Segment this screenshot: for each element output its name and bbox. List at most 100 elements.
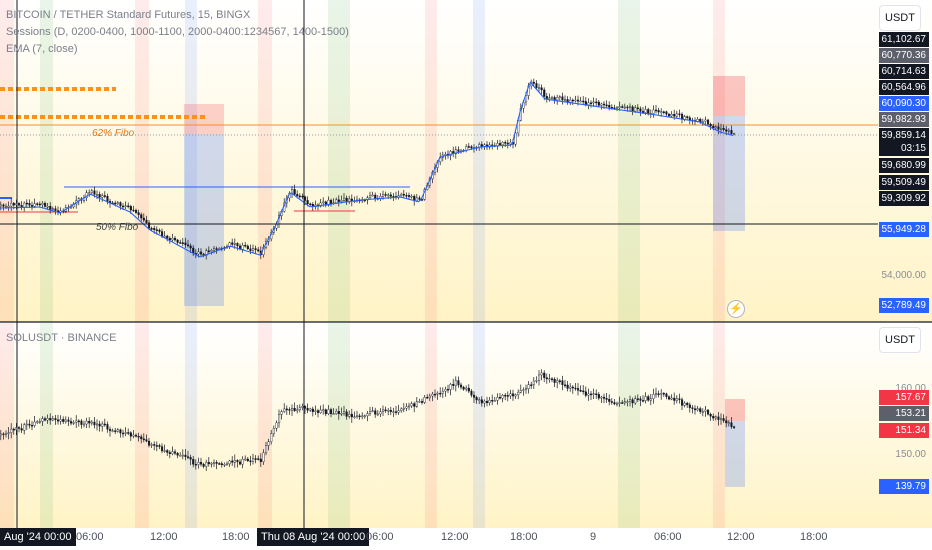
candle-body	[579, 390, 582, 392]
candle-body	[220, 463, 223, 466]
candle-body	[548, 378, 551, 380]
candle-body	[147, 440, 151, 446]
candle-body	[93, 421, 96, 426]
candle-body	[577, 388, 580, 391]
candle-body	[2, 204, 5, 207]
candle-body	[652, 394, 655, 399]
candle-body	[249, 460, 252, 463]
candle-body	[621, 106, 624, 108]
candle-body	[54, 418, 57, 421]
candle-body	[457, 380, 460, 386]
candle-body	[642, 400, 645, 402]
candle-body	[199, 251, 203, 255]
sessions-indicator-label[interactable]: Sessions (D, 0200-0400, 1000-1100, 2000-…	[6, 26, 349, 38]
candle-body	[699, 408, 702, 412]
ema-indicator-label[interactable]: EMA (7, close)	[6, 43, 78, 55]
candle-body	[712, 125, 715, 129]
candle-body	[714, 416, 717, 419]
candle-body	[301, 195, 304, 198]
candle-body	[215, 462, 218, 464]
session-band	[258, 0, 272, 322]
candle-body	[509, 393, 512, 397]
main-price-label: 54,000.00	[881, 270, 927, 281]
candle-body	[119, 202, 122, 207]
candle-body	[527, 384, 530, 389]
candle-body	[551, 378, 554, 380]
candle-body	[410, 403, 413, 407]
lightning-icon[interactable]: ⚡	[727, 300, 745, 318]
candle-body	[20, 428, 23, 431]
candle-body	[311, 408, 314, 412]
candle-body	[31, 425, 34, 427]
candle-body	[608, 399, 611, 402]
time-cursor-left: Aug '24 00:00	[0, 528, 76, 546]
candle-body	[395, 411, 398, 413]
candle-body	[259, 458, 262, 462]
session-band	[425, 323, 437, 528]
candle-body	[574, 387, 577, 390]
currency-button-sol[interactable]: USDT	[879, 327, 921, 353]
main-price-label: 52,789.49	[879, 298, 929, 313]
candle-body	[309, 203, 312, 206]
candle-body	[384, 409, 387, 412]
candle-body	[57, 419, 60, 422]
candle-body	[371, 194, 374, 197]
time-axis-label: 18:00	[222, 531, 250, 543]
candle-body	[225, 463, 229, 466]
candle-body	[538, 87, 541, 89]
time-axis-label: 18:00	[510, 531, 538, 543]
candle-body	[618, 106, 621, 108]
candle-body	[205, 250, 208, 256]
candle-body	[251, 458, 255, 462]
candle-body	[696, 408, 699, 411]
sol-price-label: 150.00	[895, 449, 926, 460]
candle-body	[610, 401, 613, 403]
candle-body	[478, 399, 481, 401]
candle-body	[317, 410, 320, 413]
candle-body	[31, 205, 34, 207]
candle-body	[244, 244, 247, 247]
candle-body	[184, 242, 187, 246]
candle-body	[701, 411, 704, 413]
candle-body	[231, 460, 234, 463]
time-axis-label: 06:00	[654, 531, 682, 543]
session-band	[0, 0, 14, 322]
candle-body	[405, 195, 408, 197]
candle-body	[129, 206, 132, 211]
symbol-title[interactable]: BITCOIN / TETHER Standard Futures, 15, B…	[6, 9, 251, 21]
candle-body	[343, 197, 346, 201]
candle-body	[418, 401, 421, 403]
candle-body	[504, 395, 507, 397]
candle-body	[569, 99, 572, 103]
candle-body	[382, 409, 385, 412]
candle-body	[153, 444, 156, 446]
candle-body	[134, 209, 138, 213]
candle-body	[267, 441, 270, 446]
candle-body	[291, 408, 294, 411]
candle-body	[173, 237, 177, 241]
candle-body	[340, 200, 343, 202]
time-axis-label: 12:00	[441, 531, 469, 543]
main-price-label: 60,564.96	[879, 80, 929, 95]
candle-body	[405, 406, 408, 409]
candle-body	[470, 390, 473, 396]
candle-body	[467, 146, 470, 148]
candle-body	[569, 386, 572, 389]
sol-price-label: 139.79	[879, 479, 929, 494]
candle-body	[254, 458, 257, 460]
currency-button-main[interactable]: USDT	[879, 5, 921, 31]
candle-body	[694, 408, 697, 411]
candle-body	[251, 248, 255, 251]
time-cursor-mid: Thu 08 Aug '24 00:00	[257, 528, 370, 546]
pane2-symbol-title[interactable]: SOLUSDT · BINANCE	[6, 332, 117, 344]
candle-body	[499, 143, 502, 145]
candle-body	[558, 96, 561, 98]
candle-body	[80, 420, 83, 425]
candle-body	[340, 413, 343, 415]
candle-body	[504, 142, 507, 144]
time-axis-label: 12:00	[150, 531, 178, 543]
candle-body	[233, 460, 236, 463]
candle-body	[460, 384, 463, 388]
session-band	[618, 323, 640, 528]
